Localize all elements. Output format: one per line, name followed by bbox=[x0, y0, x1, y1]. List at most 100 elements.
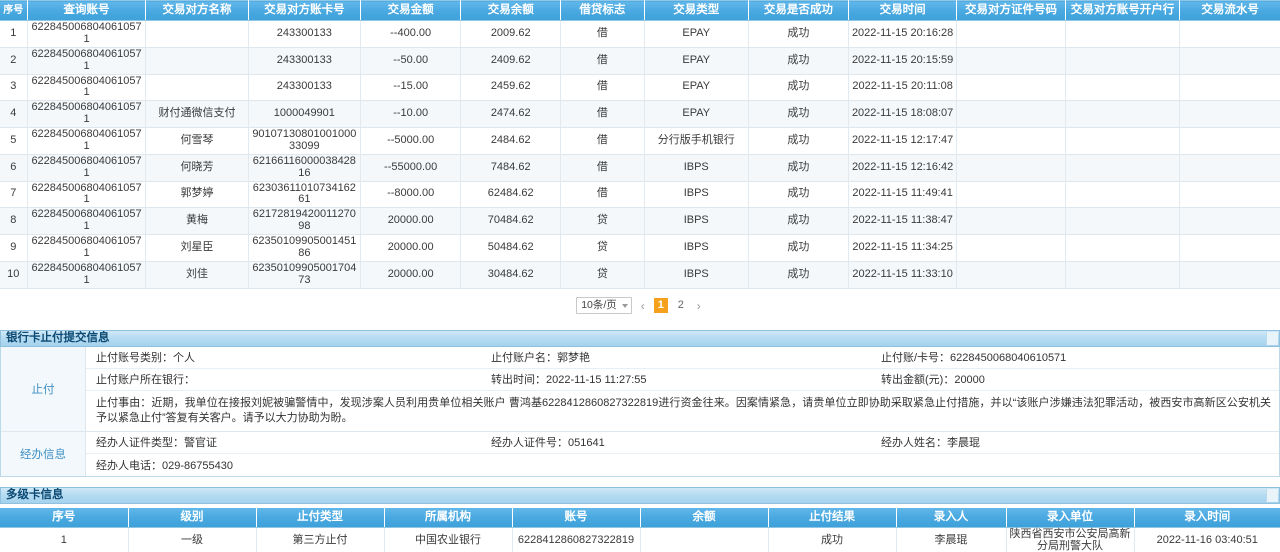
ml-col-seq[interactable]: 序号 bbox=[0, 507, 129, 528]
ml-cell-balance bbox=[640, 527, 769, 552]
ml-col-institution[interactable]: 所属机构 bbox=[384, 507, 513, 528]
cell-txn-type: IBPS bbox=[644, 154, 749, 182]
cell-txn-time: 2022-11-15 12:16:42 bbox=[848, 154, 958, 182]
ml-col-level[interactable]: 级别 bbox=[128, 507, 257, 528]
col-amount[interactable]: 交易金额 bbox=[360, 0, 462, 21]
field-transfer-out-time: 转出时间：2022-11-15 11:27:55 bbox=[491, 374, 647, 386]
table-row[interactable]: 10 622845006804061057 1 刘佳 6235010990500170… bbox=[0, 261, 1280, 289]
cell-counterparty-card: 243300133 bbox=[248, 20, 362, 48]
cell-serial-no bbox=[1179, 154, 1280, 182]
col-serial-no[interactable]: 交易流水号 bbox=[1179, 0, 1280, 21]
col-dc-flag[interactable]: 借贷标志 bbox=[560, 0, 645, 21]
col-seq[interactable]: 序号 bbox=[0, 0, 28, 21]
table-row[interactable]: 2 622845006804061057 1 243300133 --50.00 240… bbox=[0, 47, 1280, 75]
field-account-bank: 止付账户所在银行： bbox=[96, 374, 195, 386]
col-txn-time[interactable]: 交易时间 bbox=[848, 0, 958, 21]
cell-txn-time: 2022-11-15 12:17:47 bbox=[848, 127, 958, 155]
col-counterparty-card[interactable]: 交易对方账卡号 bbox=[248, 0, 362, 21]
col-counterparty-bank[interactable]: 交易对方账号开户行 bbox=[1065, 0, 1181, 21]
cell-counterparty-id bbox=[956, 234, 1066, 262]
field-account-name: 止付账户名：郭梦艳 bbox=[491, 352, 590, 364]
cell-query-account: 622845006804061057 1 bbox=[27, 74, 147, 102]
col-counterparty-name[interactable]: 交易对方名称 bbox=[145, 0, 249, 21]
ml-col-balance[interactable]: 余额 bbox=[640, 507, 769, 528]
cell-seq: 8 bbox=[0, 207, 28, 235]
cell-balance: 2009.62 bbox=[460, 20, 562, 48]
cell-amount: --50.00 bbox=[360, 47, 462, 75]
table-row[interactable]: 1 一级 第三方止付 中国农业银行 6228412860827322819 成功 李晨琨 陕西… bbox=[0, 527, 1280, 552]
multilevel-section-header: 多级卡信息 bbox=[0, 486, 1280, 504]
ml-col-result[interactable]: 止付结果 bbox=[768, 507, 897, 528]
table-row[interactable]: 1 622845006804061057 1 243300133 --400.00 20… bbox=[0, 20, 1280, 48]
col-balance[interactable]: 交易余额 bbox=[460, 0, 562, 21]
prev-page-arrow-icon[interactable]: ‹ bbox=[640, 298, 645, 313]
cell-counterparty-id bbox=[956, 181, 1066, 209]
table-row[interactable]: 4 622845006804061057 1 财付通微信支付 1000049901 --… bbox=[0, 100, 1280, 128]
col-query-account[interactable]: 查询账号 bbox=[27, 0, 147, 21]
transactions-table-header: 序号 查询账号 交易对方名称 交易对方账卡号 交易金额 交易余额 借贷标志 交易… bbox=[0, 0, 1280, 21]
table-row[interactable]: 9 622845006804061057 1 刘星臣 6235010990500145… bbox=[0, 234, 1280, 262]
cell-counterparty-id bbox=[956, 20, 1066, 48]
ml-col-time[interactable]: 录入时间 bbox=[1134, 507, 1280, 528]
cell-counterparty-card: 6235010990500145186 bbox=[248, 234, 362, 262]
cell-txn-time: 2022-11-15 11:34:25 bbox=[848, 234, 958, 262]
cell-counterparty-bank bbox=[1065, 100, 1181, 128]
cell-txn-type: IBPS bbox=[644, 234, 749, 262]
page-number-2[interactable]: 2 bbox=[677, 299, 684, 311]
transactions-table: 序号 查询账号 交易对方名称 交易对方账卡号 交易金额 交易余额 借贷标志 交易… bbox=[0, 0, 1280, 289]
page-number-1[interactable]: 1 bbox=[653, 298, 668, 313]
ml-col-stop-type[interactable]: 止付类型 bbox=[256, 507, 385, 528]
ml-col-unit[interactable]: 录入单位 bbox=[1006, 507, 1135, 528]
cell-serial-no bbox=[1179, 234, 1280, 262]
cell-counterparty-name bbox=[145, 74, 249, 102]
col-success[interactable]: 交易是否成功 bbox=[748, 0, 849, 21]
cell-txn-time: 2022-11-15 20:16:28 bbox=[848, 20, 958, 48]
stop-payment-row-label: 止付 bbox=[1, 346, 86, 431]
cell-counterparty-card: 6230361101073416261 bbox=[248, 181, 362, 209]
cell-counterparty-card: 1000049901 bbox=[248, 100, 362, 128]
cell-balance: 2409.62 bbox=[460, 47, 562, 75]
page-size-select[interactable]: 10条/页 bbox=[576, 297, 632, 314]
cell-success: 成功 bbox=[748, 20, 849, 48]
cell-counterparty-id bbox=[956, 154, 1066, 182]
cell-dc-flag: 贷 bbox=[560, 207, 645, 235]
ml-col-operator[interactable]: 录入人 bbox=[896, 507, 1007, 528]
ml-col-account[interactable]: 账号 bbox=[512, 507, 641, 528]
table-row[interactable]: 7 622845006804061057 1 郭梦婷 6230361101073416… bbox=[0, 181, 1280, 209]
multilevel-table-header: 序号 级别 止付类型 所属机构 账号 余额 止付结果 录入人 录入单位 录入时间 bbox=[0, 507, 1280, 528]
table-row[interactable]: 5 622845006804061057 1 何雪琴 9010713080100100… bbox=[0, 127, 1280, 155]
cell-seq: 5 bbox=[0, 127, 28, 155]
cell-counterparty-name: 何晓芳 bbox=[145, 154, 249, 182]
operator-info-row-body: 经办人证件类型：警官证 经办人证件号：051641 经办人姓名：李晨琨 经办人电… bbox=[86, 432, 1279, 476]
section-scroll-handle-2[interactable] bbox=[1266, 488, 1278, 502]
field-stop-payment-reason: 止付事由：近期，我单位在接报刘妮被骗警情中，发现涉案人员利用贵单位相关账户 曹鸿… bbox=[96, 396, 1271, 424]
cell-query-account: 622845006804061057 1 bbox=[27, 47, 147, 75]
cell-serial-no bbox=[1179, 100, 1280, 128]
multilevel-table-wrap: 序号 级别 止付类型 所属机构 账号 余额 止付结果 录入人 录入单位 录入时间… bbox=[0, 507, 1280, 552]
operator-line-2: 经办人电话：029-86755430 bbox=[86, 454, 1279, 476]
next-page-arrow-icon[interactable]: › bbox=[696, 298, 701, 313]
page-size-label: 10条/页 bbox=[581, 299, 617, 311]
cell-counterparty-name: 刘佳 bbox=[145, 261, 249, 289]
col-counterparty-id[interactable]: 交易对方证件号码 bbox=[956, 0, 1066, 21]
cell-txn-time: 2022-11-15 20:15:59 bbox=[848, 47, 958, 75]
table-row[interactable]: 3 622845006804061057 1 243300133 --15.00 245… bbox=[0, 74, 1280, 102]
table-row[interactable]: 6 622845006804061057 1 何晓芳 6216611600003842… bbox=[0, 154, 1280, 182]
cell-txn-type: EPAY bbox=[644, 100, 749, 128]
multilevel-section-title: 多级卡信息 bbox=[6, 488, 64, 501]
cell-dc-flag: 借 bbox=[560, 74, 645, 102]
multilevel-header-row: 序号 级别 止付类型 所属机构 账号 余额 止付结果 录入人 录入单位 录入时间 bbox=[0, 507, 1280, 528]
cell-amount: --8000.00 bbox=[360, 181, 462, 209]
section-scroll-handle[interactable] bbox=[1266, 331, 1278, 345]
cell-seq: 9 bbox=[0, 234, 28, 262]
col-txn-type[interactable]: 交易类型 bbox=[644, 0, 749, 21]
cell-query-account: 622845006804061057 1 bbox=[27, 207, 147, 235]
ml-cell-account: 6228412860827322819 bbox=[512, 527, 641, 552]
cell-query-account: 622845006804061057 1 bbox=[27, 127, 147, 155]
cell-dc-flag: 贷 bbox=[560, 234, 645, 262]
cell-query-account: 622845006804061057 1 bbox=[27, 20, 147, 48]
cell-counterparty-name bbox=[145, 20, 249, 48]
table-row[interactable]: 8 622845006804061057 1 黄梅 62172819420011270… bbox=[0, 207, 1280, 235]
cell-query-account: 622845006804061057 1 bbox=[27, 181, 147, 209]
